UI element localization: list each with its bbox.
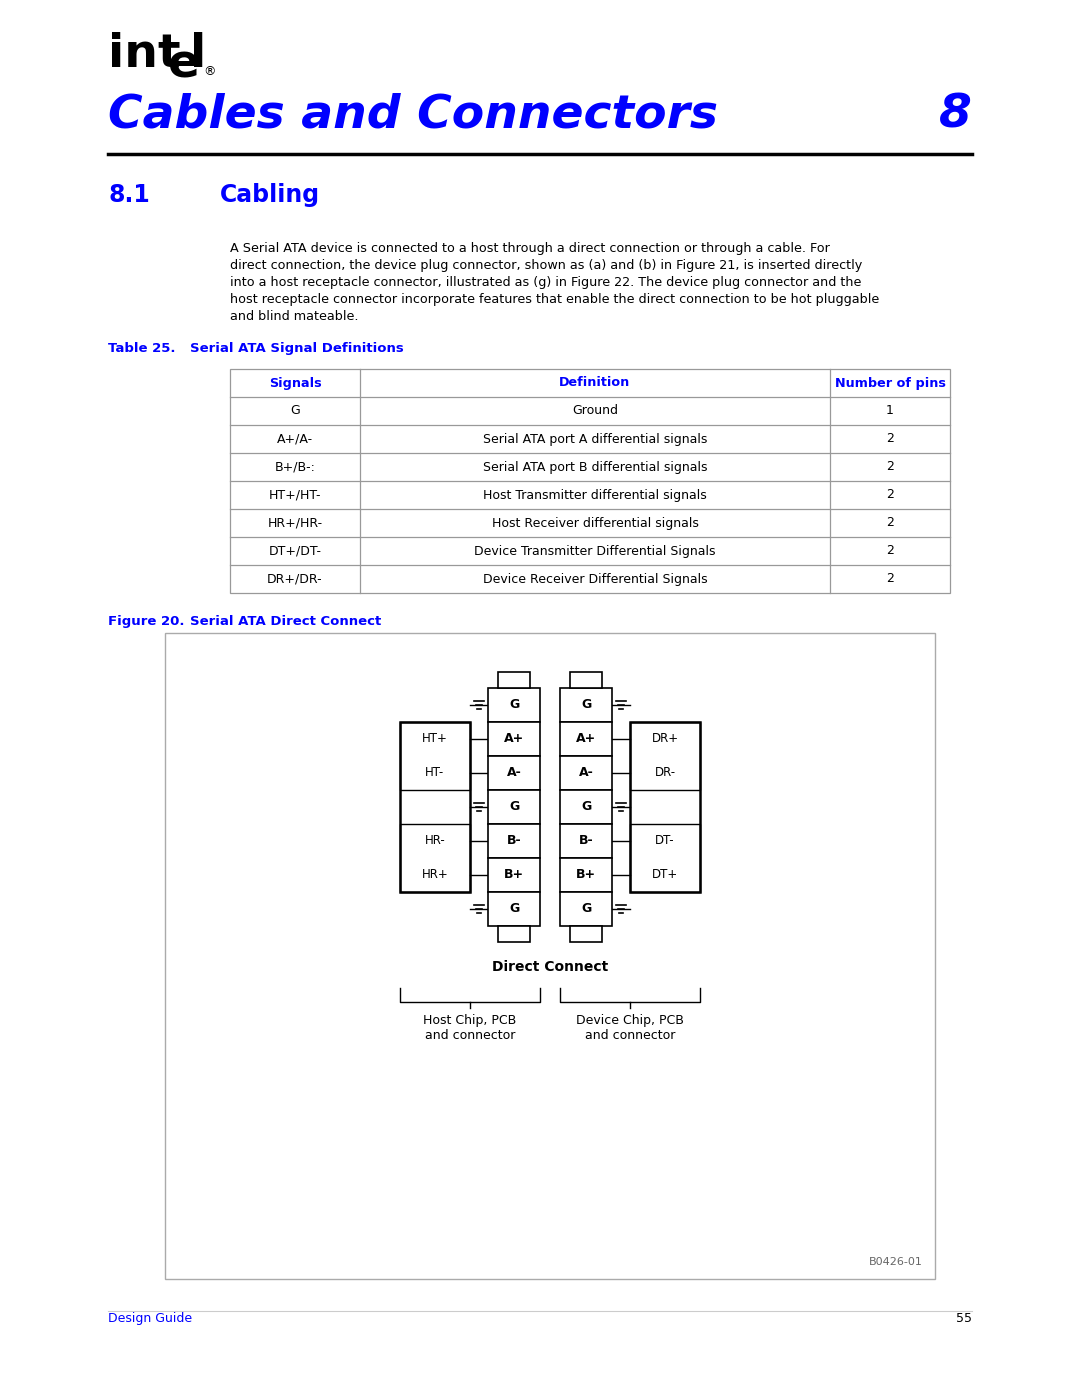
Bar <box>561 893 612 926</box>
Text: Device Transmitter Differential Signals: Device Transmitter Differential Signals <box>474 545 716 557</box>
Text: int: int <box>108 32 180 77</box>
Bar <box>488 687 540 722</box>
Text: 1: 1 <box>886 405 894 418</box>
Text: 2: 2 <box>886 573 894 585</box>
Text: B+/B-:: B+/B-: <box>274 461 315 474</box>
Bar <box>400 722 470 893</box>
Text: G: G <box>581 902 591 915</box>
Text: HR-: HR- <box>424 834 445 848</box>
Bar <box>630 824 700 893</box>
Text: DT+: DT+ <box>652 869 678 882</box>
Text: A+/A-: A+/A- <box>276 433 313 446</box>
Bar <box>165 633 935 1280</box>
Bar <box>400 824 470 893</box>
Bar <box>488 893 540 926</box>
Text: host receptacle connector incorporate features that enable the direct connection: host receptacle connector incorporate fe… <box>230 293 879 306</box>
Text: 8: 8 <box>940 92 972 137</box>
Bar <box>561 789 612 824</box>
Text: G: G <box>509 902 519 915</box>
Text: Definition: Definition <box>559 377 631 390</box>
Text: Figure 20.: Figure 20. <box>108 615 185 629</box>
Text: HR+: HR+ <box>421 869 448 882</box>
Bar <box>561 687 612 722</box>
Bar <box>498 926 530 942</box>
Text: 8.1: 8.1 <box>108 183 150 207</box>
Text: direct connection, the device plug connector, shown as (a) and (b) in Figure 21,: direct connection, the device plug conne… <box>230 258 862 272</box>
Text: A+: A+ <box>576 732 596 746</box>
Text: HT+/HT-: HT+/HT- <box>269 489 321 502</box>
Text: A Serial ATA device is connected to a host through a direct connection or throug: A Serial ATA device is connected to a ho… <box>230 242 829 256</box>
Bar <box>230 369 950 592</box>
Bar <box>561 858 612 893</box>
Text: ®: ® <box>203 66 216 78</box>
Text: DR+: DR+ <box>651 732 678 746</box>
Text: Table 25.: Table 25. <box>108 342 175 355</box>
Text: 55: 55 <box>956 1312 972 1324</box>
Text: DR+/DR-: DR+/DR- <box>267 573 323 585</box>
Text: Device Receiver Differential Signals: Device Receiver Differential Signals <box>483 573 707 585</box>
Text: Direct Connect: Direct Connect <box>491 960 608 974</box>
Text: Number of pins: Number of pins <box>835 377 945 390</box>
Text: Serial ATA Signal Definitions: Serial ATA Signal Definitions <box>190 342 404 355</box>
Bar <box>561 722 612 756</box>
Text: DR-: DR- <box>654 767 676 780</box>
Text: l: l <box>190 32 206 77</box>
Text: Serial ATA Direct Connect: Serial ATA Direct Connect <box>190 615 381 629</box>
Text: HT-: HT- <box>426 767 445 780</box>
Text: into a host receptacle connector, illustrated as (g) in Figure 22. The device pl: into a host receptacle connector, illust… <box>230 277 862 289</box>
Bar <box>630 722 700 893</box>
Text: Signals: Signals <box>269 377 322 390</box>
Text: 2: 2 <box>886 489 894 502</box>
Text: B-: B- <box>579 834 593 848</box>
Bar <box>570 672 602 687</box>
Bar <box>570 926 602 942</box>
Bar <box>561 824 612 858</box>
Text: Host Receiver differential signals: Host Receiver differential signals <box>491 517 699 529</box>
Text: DT-: DT- <box>656 834 675 848</box>
Text: HR+/HR-: HR+/HR- <box>268 517 323 529</box>
Text: e: e <box>168 42 200 87</box>
Text: G: G <box>581 800 591 813</box>
Text: Host Transmitter differential signals: Host Transmitter differential signals <box>483 489 707 502</box>
Text: and blind mateable.: and blind mateable. <box>230 310 359 323</box>
Bar <box>488 722 540 756</box>
Text: B-: B- <box>507 834 522 848</box>
Text: A-: A- <box>507 767 522 780</box>
Bar <box>488 789 540 824</box>
Text: 2: 2 <box>886 461 894 474</box>
Text: B+: B+ <box>576 869 596 882</box>
Text: A-: A- <box>579 767 593 780</box>
Bar <box>400 722 470 789</box>
Text: B+: B+ <box>504 869 524 882</box>
Bar <box>561 756 612 789</box>
Text: Serial ATA port B differential signals: Serial ATA port B differential signals <box>483 461 707 474</box>
Text: Cabling: Cabling <box>220 183 320 207</box>
Bar <box>498 672 530 687</box>
Text: Device Chip, PCB
and connector: Device Chip, PCB and connector <box>576 1014 684 1042</box>
Text: B0426-01: B0426-01 <box>869 1257 923 1267</box>
Text: A+: A+ <box>504 732 524 746</box>
Text: G: G <box>509 800 519 813</box>
Text: 2: 2 <box>886 545 894 557</box>
Text: G: G <box>509 698 519 711</box>
Bar <box>488 756 540 789</box>
Text: Design Guide: Design Guide <box>108 1312 192 1324</box>
Text: 2: 2 <box>886 517 894 529</box>
Text: 2: 2 <box>886 433 894 446</box>
Text: G: G <box>291 405 300 418</box>
Text: G: G <box>581 698 591 711</box>
Bar <box>488 858 540 893</box>
Bar <box>488 824 540 858</box>
Bar <box>630 722 700 789</box>
Text: HT+: HT+ <box>422 732 448 746</box>
Text: Ground: Ground <box>572 405 618 418</box>
Text: DT+/DT-: DT+/DT- <box>269 545 322 557</box>
Text: Serial ATA port A differential signals: Serial ATA port A differential signals <box>483 433 707 446</box>
Text: Cables and Connectors: Cables and Connectors <box>108 92 718 137</box>
Text: Host Chip, PCB
and connector: Host Chip, PCB and connector <box>423 1014 516 1042</box>
